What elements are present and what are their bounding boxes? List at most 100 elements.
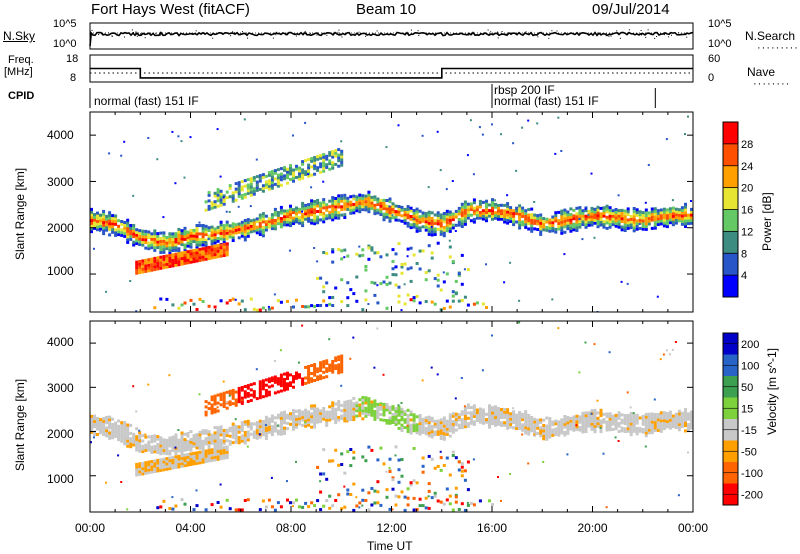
velocity-cell bbox=[270, 384, 274, 388]
velocity-cell bbox=[587, 414, 591, 417]
power-cell bbox=[542, 228, 546, 232]
velocity-cell bbox=[228, 389, 232, 393]
power-cell bbox=[451, 290, 455, 294]
power-cell bbox=[418, 220, 422, 224]
velocity-cell bbox=[370, 408, 374, 412]
velocity-cell bbox=[237, 438, 241, 442]
power-cell bbox=[409, 226, 413, 230]
velocity-cell bbox=[662, 353, 665, 356]
power-cell bbox=[150, 260, 154, 264]
velocity-cell bbox=[138, 473, 142, 476]
power-cbar-tick-label: 20 bbox=[741, 183, 753, 195]
power-cell bbox=[334, 202, 338, 206]
velocity-cell bbox=[219, 454, 223, 458]
velocity-cell bbox=[171, 455, 175, 459]
power-cell bbox=[198, 232, 202, 236]
power-cell bbox=[418, 215, 422, 219]
power-cell bbox=[367, 199, 371, 202]
power-cell bbox=[644, 219, 648, 223]
power-cell bbox=[361, 194, 365, 198]
power-cell bbox=[141, 243, 145, 247]
velocity-cell bbox=[346, 399, 350, 403]
velocity-cell bbox=[397, 404, 400, 407]
power-cell bbox=[632, 220, 636, 224]
velocity-cell bbox=[557, 425, 561, 429]
velocity-cell bbox=[210, 411, 214, 415]
power-cell bbox=[219, 200, 223, 204]
power-cell bbox=[147, 236, 151, 240]
power-cell bbox=[690, 219, 693, 223]
nsky-tick-top: 10^5 bbox=[53, 18, 77, 30]
power-cell bbox=[319, 165, 323, 169]
velocity-cell bbox=[677, 494, 680, 497]
velocity-cell bbox=[301, 505, 305, 509]
power-cell bbox=[457, 212, 461, 216]
power-cell bbox=[243, 238, 247, 242]
velocity-cell bbox=[240, 429, 244, 433]
power-cell bbox=[213, 241, 217, 245]
power-cell bbox=[448, 224, 452, 228]
power-cell bbox=[463, 200, 467, 204]
velocity-cell bbox=[183, 464, 187, 468]
velocity-cell bbox=[219, 433, 223, 437]
power-cell bbox=[301, 171, 305, 175]
power-cell bbox=[328, 199, 332, 203]
velocity-cell bbox=[448, 434, 452, 438]
power-cell bbox=[539, 213, 543, 217]
velocity-cell bbox=[270, 414, 274, 418]
power-cell bbox=[225, 196, 229, 200]
power-cell bbox=[237, 225, 241, 229]
power-cell bbox=[316, 304, 320, 307]
velocity-cell bbox=[370, 403, 374, 407]
power-cell bbox=[219, 234, 223, 238]
velocity-cell bbox=[581, 411, 585, 415]
power-cell bbox=[656, 217, 660, 221]
velocity-cell bbox=[457, 423, 461, 427]
velocity-cell bbox=[195, 438, 199, 442]
velocity-cell bbox=[629, 433, 633, 437]
velocity-cell bbox=[569, 416, 573, 420]
power-cell bbox=[379, 199, 383, 203]
velocity-cell bbox=[237, 392, 241, 396]
velocity-cell bbox=[575, 424, 578, 427]
velocity-cell bbox=[255, 420, 259, 424]
power-cell bbox=[430, 211, 434, 215]
velocity-cell bbox=[171, 443, 175, 447]
power-cell bbox=[632, 229, 636, 233]
power-cell bbox=[584, 207, 587, 210]
power-cell bbox=[111, 228, 115, 231]
power-cell bbox=[304, 203, 308, 207]
velocity-cell bbox=[599, 411, 603, 415]
velocity-cell bbox=[463, 478, 467, 482]
power-cell bbox=[93, 215, 96, 219]
power-cell bbox=[481, 133, 484, 136]
power-cell bbox=[391, 267, 395, 271]
velocity-cell bbox=[120, 439, 124, 443]
power-cell bbox=[304, 159, 308, 163]
velocity-cell bbox=[307, 413, 311, 417]
power-cell bbox=[391, 202, 395, 206]
power-cell bbox=[156, 234, 160, 238]
velocity-cell bbox=[108, 418, 112, 422]
velocity-cell bbox=[207, 454, 211, 458]
velocity-cell bbox=[219, 403, 223, 407]
power-cell bbox=[186, 255, 190, 259]
velocity-cell bbox=[454, 423, 458, 427]
power-cell bbox=[289, 210, 292, 214]
power-cell bbox=[569, 215, 573, 219]
nsky-spike bbox=[339, 33, 341, 34]
velocity-cell bbox=[222, 442, 226, 446]
power-cell bbox=[331, 204, 335, 208]
power-cell bbox=[204, 252, 208, 256]
velocity-cell bbox=[385, 470, 388, 473]
velocity-cell bbox=[334, 410, 338, 414]
velocity-cell bbox=[584, 419, 588, 423]
velocity-cell bbox=[135, 443, 139, 447]
velocity-cell bbox=[662, 413, 666, 417]
power-cell bbox=[255, 231, 259, 235]
velocity-cell bbox=[684, 421, 687, 425]
velocity-cell bbox=[234, 390, 238, 394]
velocity-cell bbox=[439, 429, 443, 432]
velocity-cell bbox=[156, 437, 160, 441]
velocity-cell bbox=[192, 457, 196, 461]
